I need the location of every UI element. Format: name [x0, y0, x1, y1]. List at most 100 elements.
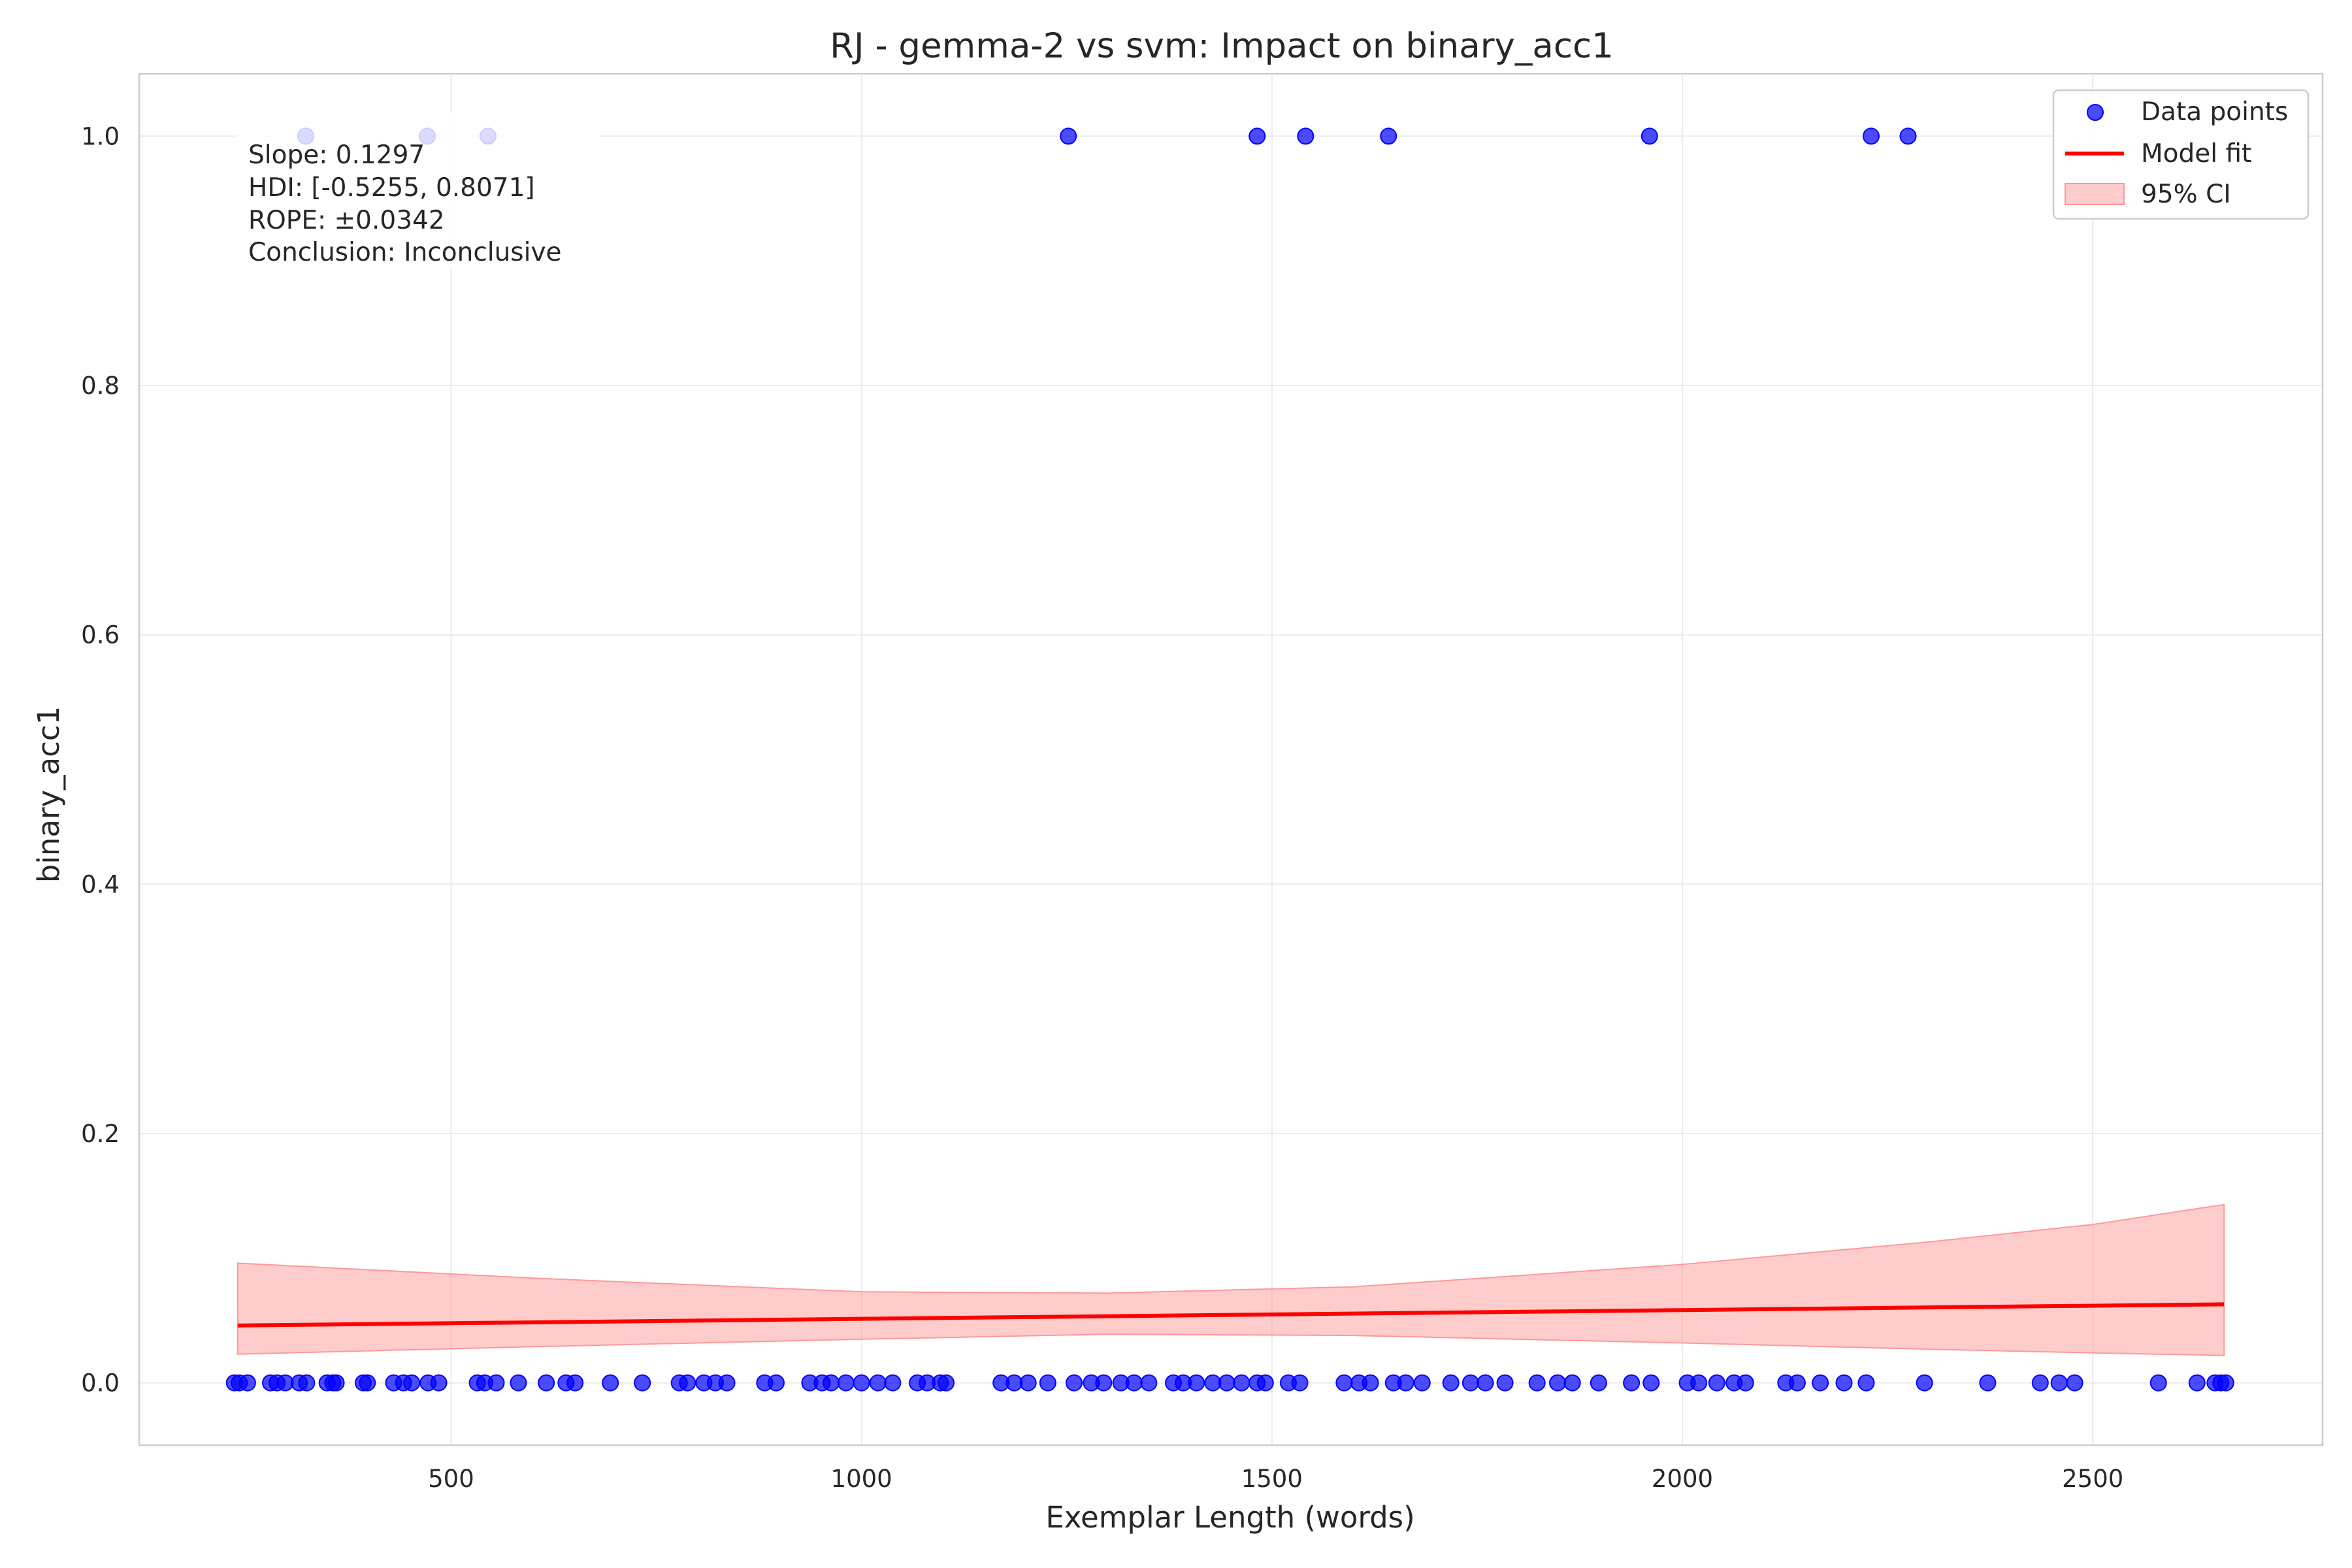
tick-labels: 500 1000 1500 2000 2500 0.0 0.2 0.4 0.6 0.8 1.0 — [81, 122, 2123, 1493]
x-axis-label: Exemplar Length (words) — [1045, 1500, 1414, 1535]
y-tick-label: 0.6 — [81, 621, 120, 649]
annotation-hdi: HDI: [-0.5255, 0.8071] — [248, 173, 535, 203]
y-tick-label: 0.4 — [81, 870, 120, 898]
data-point — [1857, 1374, 1875, 1392]
data-point — [1066, 1374, 1083, 1392]
data-point — [2050, 1374, 2068, 1392]
stats-annotation-box — [235, 112, 600, 269]
data-point — [602, 1374, 619, 1392]
legend-marker-ci — [2065, 183, 2125, 205]
stats-annotation: Slope: 0.1297 HDI: [-0.5255, 0.8071] ROP… — [235, 112, 600, 269]
data-point — [1899, 127, 1917, 145]
data-point — [1397, 1374, 1414, 1392]
data-point — [1549, 1374, 1567, 1392]
data-point — [510, 1374, 527, 1392]
data-point — [1788, 1374, 1806, 1392]
data-point — [430, 1374, 448, 1392]
x-tick-label: 1500 — [1241, 1465, 1303, 1493]
data-point — [1737, 1374, 1754, 1392]
annotation-conclusion: Conclusion: Inconclusive — [248, 238, 562, 267]
data-point — [2188, 1374, 2206, 1392]
data-point — [1256, 1374, 1274, 1392]
data-point — [1690, 1374, 1708, 1392]
data-point — [1835, 1374, 1853, 1392]
data-point — [1095, 1374, 1113, 1392]
y-tick-label: 0.0 — [81, 1369, 120, 1397]
data-point — [1477, 1374, 1494, 1392]
y-tick-label: 0.8 — [81, 372, 120, 400]
y-tick-label: 1.0 — [81, 122, 120, 150]
data-point — [1812, 1374, 1829, 1392]
y-axis-label: binary_acc1 — [31, 706, 66, 883]
data-point — [1249, 127, 1266, 145]
data-point — [1019, 1374, 1037, 1392]
data-point — [1916, 1374, 1933, 1392]
model-fit-line — [237, 1302, 2225, 1328]
data-point — [1233, 1374, 1250, 1392]
data-point — [1188, 1374, 1205, 1392]
legend-marker-data-points — [2087, 104, 2104, 121]
data-point — [718, 1374, 736, 1392]
ci-band-layer — [237, 1203, 2225, 1356]
data-point — [359, 1374, 376, 1392]
data-point — [1641, 127, 1658, 145]
data-point — [566, 1374, 584, 1392]
y-tick-label: 0.2 — [81, 1120, 120, 1148]
data-point — [1291, 1374, 1309, 1392]
x-tick-label: 500 — [428, 1465, 474, 1493]
data-point — [938, 1374, 955, 1392]
data-point — [538, 1374, 555, 1392]
annotation-rope: ROPE: ±0.0342 — [248, 206, 445, 235]
data-point — [1218, 1374, 1235, 1392]
data-point — [1563, 1374, 1581, 1392]
data-point — [767, 1374, 785, 1392]
data-point — [884, 1374, 902, 1392]
data-point — [2031, 1374, 2049, 1392]
data-point — [1642, 1374, 1660, 1392]
data-point — [1362, 1374, 1379, 1392]
data-points-layer — [225, 127, 2234, 1392]
data-point — [1125, 1374, 1143, 1392]
fit-line-layer — [237, 1302, 2225, 1328]
chart-title: RJ - gemma-2 vs svm: Impact on binary_ac… — [830, 26, 1614, 66]
legend-label-ci: 95% CI — [2141, 180, 2231, 209]
legend: Data points Model fit 95% CI — [2052, 89, 2310, 220]
plot-frame — [138, 73, 2324, 1446]
data-point — [634, 1374, 651, 1392]
data-point — [403, 1374, 421, 1392]
data-point — [1039, 1374, 1056, 1392]
data-point — [1060, 127, 1077, 145]
data-point — [2217, 1374, 2234, 1392]
annotation-slope: Slope: 0.1297 — [248, 140, 425, 170]
data-point — [487, 1374, 505, 1392]
data-point — [1462, 1374, 1479, 1392]
ci-band — [237, 1203, 2225, 1356]
data-point — [1862, 127, 1880, 145]
data-point — [1708, 1374, 1725, 1392]
data-point — [1496, 1374, 1514, 1392]
data-point — [238, 1374, 256, 1392]
data-point — [327, 1374, 345, 1392]
data-point — [1979, 1374, 1997, 1392]
data-point — [1140, 1374, 1158, 1392]
x-tick-label: 2500 — [2062, 1465, 2123, 1493]
x-tick-label: 2000 — [1652, 1465, 1713, 1493]
data-point — [1380, 127, 1397, 145]
legend-label-data-points: Data points — [2141, 97, 2288, 127]
data-point — [1335, 1374, 1353, 1392]
data-point — [2149, 1374, 2167, 1392]
data-point — [1623, 1374, 1641, 1392]
data-point — [298, 1374, 316, 1392]
data-point — [1528, 1374, 1546, 1392]
data-point — [2066, 1374, 2083, 1392]
data-point — [837, 1374, 855, 1392]
data-point — [823, 1374, 840, 1392]
gridlines — [139, 74, 2323, 1445]
data-point — [1413, 1374, 1431, 1392]
data-point — [1442, 1374, 1460, 1392]
x-tick-label: 1000 — [831, 1465, 892, 1493]
data-point — [679, 1374, 696, 1392]
data-point — [853, 1374, 870, 1392]
data-point — [1297, 127, 1315, 145]
